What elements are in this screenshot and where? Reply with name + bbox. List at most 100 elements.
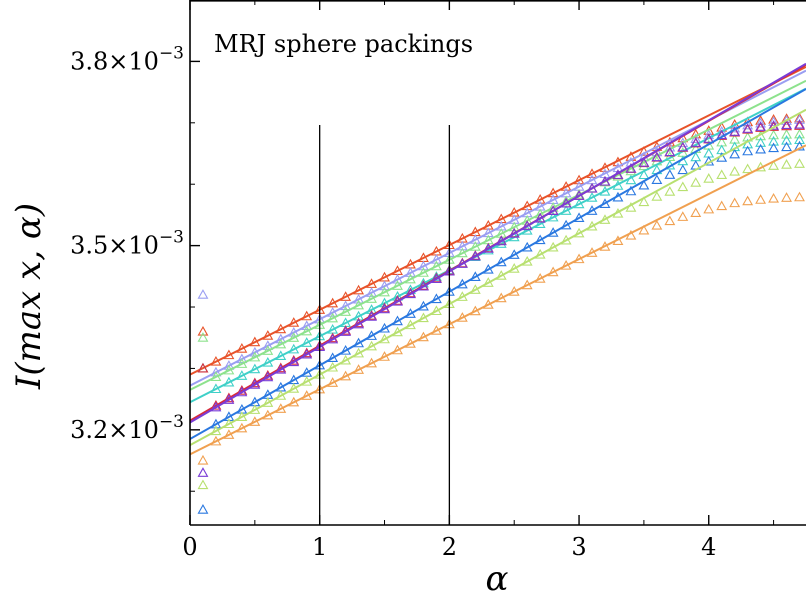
data-point [223,429,235,439]
data-point [560,181,572,191]
data-point [586,192,598,202]
data-point [677,164,689,175]
data-point [599,162,611,172]
data-point [210,401,222,412]
data-point [275,350,287,361]
data-point [599,214,611,224]
data-point [768,142,780,153]
data-point [612,235,624,246]
data-point [612,170,624,181]
data-point [521,241,533,252]
data-point [301,376,313,386]
data-point [366,287,377,297]
data-point [508,249,520,259]
data-point [651,151,663,162]
data-point [690,207,702,218]
data-point [612,191,624,202]
data-point [677,181,689,192]
data-point [379,280,390,291]
data-point [508,221,520,232]
data-point [340,300,352,311]
data-point [755,117,767,128]
x-tick-label: 3 [571,533,586,561]
data-point [482,277,494,287]
data-point [755,137,767,147]
data-point [262,371,274,382]
data-point [417,312,429,323]
data-point [534,218,546,229]
data-point [651,174,663,185]
data-point [469,271,481,281]
data-point [716,200,728,211]
data-point [327,377,339,387]
data-point [625,174,637,185]
data-point [625,202,637,212]
data-point [677,211,689,221]
data-point [469,284,481,294]
data-point [638,157,650,167]
data-point [703,203,715,214]
data-point [573,212,585,223]
data-point [508,228,520,238]
data-point [340,306,352,316]
data-point [781,129,792,139]
data-point [599,241,611,251]
data-point [223,376,235,387]
data-point [456,240,468,251]
data-point [638,146,650,156]
data-point [729,165,741,176]
data-point [560,195,572,206]
data-point [405,267,416,277]
data-point [288,343,300,354]
data-point [521,220,533,231]
data-point [379,303,390,314]
data-point [768,135,780,146]
data-point [262,340,274,350]
data-point [599,185,611,196]
data-point [223,394,235,404]
data-point [508,286,520,296]
data-point [781,141,792,152]
data-point [560,260,572,270]
data-point [495,292,507,303]
data-point [288,356,300,367]
data-point [197,289,209,299]
data-point [547,266,559,277]
x-tick-label: 2 [442,533,457,561]
data-point [664,215,676,226]
data-point [547,205,559,216]
x-axis-title: α [486,559,509,594]
data-point [794,128,805,139]
data-point [482,299,494,309]
data-point [781,159,792,169]
data-point [729,148,741,159]
data-point [301,337,313,347]
data-point [301,390,313,400]
data-point [716,169,728,180]
data-point [288,396,300,407]
data-point [288,383,300,393]
data-point [768,192,780,203]
y-tick-label: 3.8×10−3 [70,43,184,75]
data-point [249,416,261,426]
y-tick-label: 3.5×10−3 [70,228,184,260]
data-point [197,467,209,477]
data-point [586,220,598,231]
data-point [249,363,261,374]
data-point [690,137,702,147]
data-point [366,357,377,368]
data-point [794,140,805,151]
data-point [392,280,403,290]
data-point [560,197,572,208]
data-point [664,146,676,157]
data-point [379,286,390,297]
data-point [353,337,365,348]
data-point [638,169,650,180]
data-point [249,336,261,347]
data-point [612,207,624,218]
data-point [353,299,365,310]
data-point [430,260,442,271]
data-point [521,255,533,266]
data-point [430,273,442,284]
data-point [742,119,754,130]
